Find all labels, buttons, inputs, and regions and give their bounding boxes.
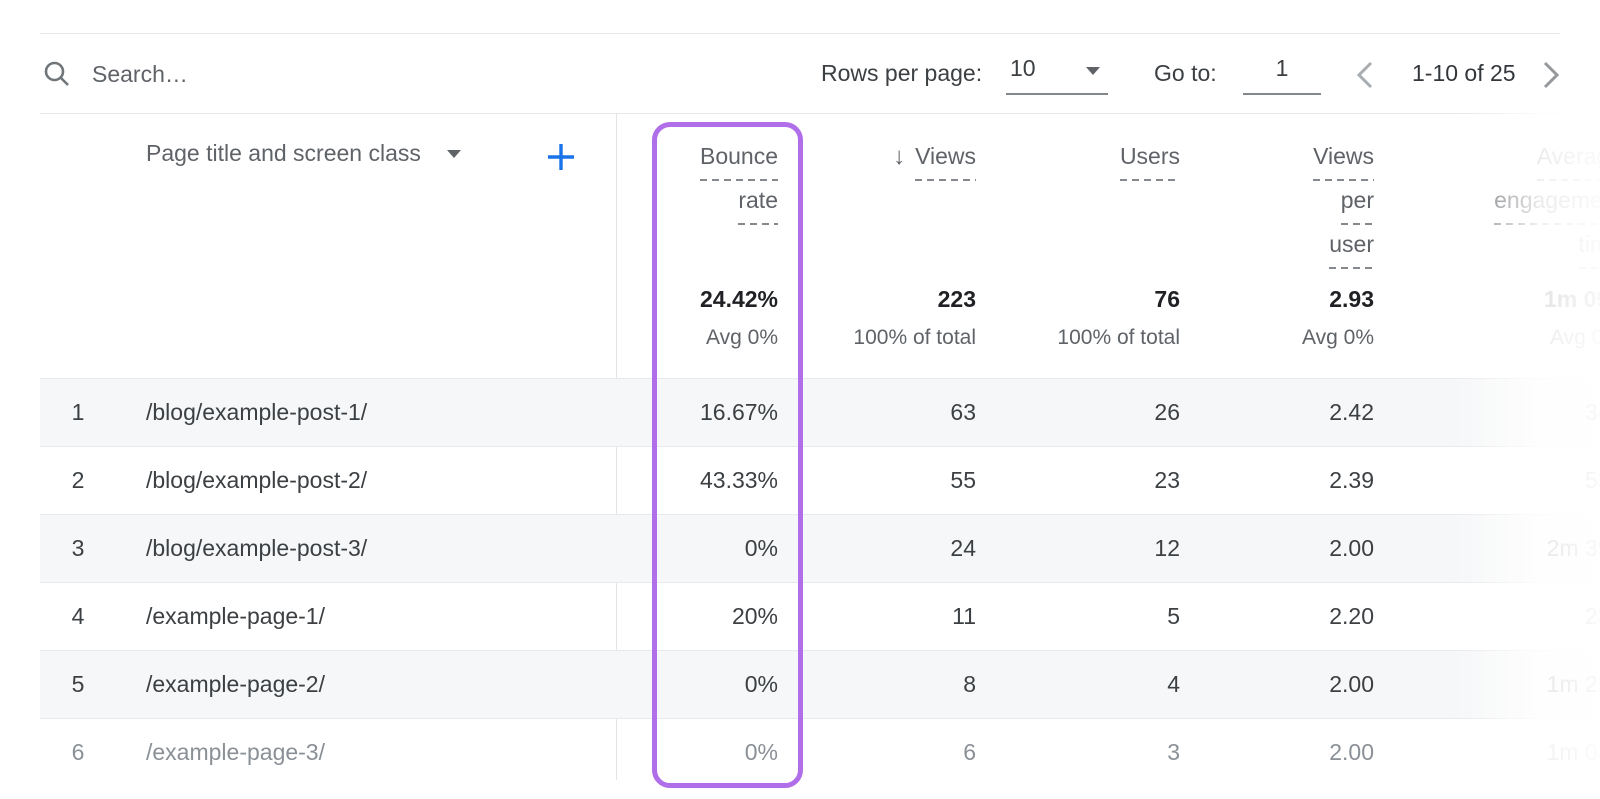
- avg-engagement-value: 1m 04s: [1546, 739, 1600, 765]
- views-per-user-value: 2.42: [1329, 399, 1374, 425]
- column-header-views[interactable]: ↓ Views: [736, 137, 976, 181]
- row-number: 4: [71, 603, 85, 629]
- bounce-rate-value: 0%: [744, 739, 778, 765]
- pagination-range: 1-10 of 25: [1412, 60, 1516, 86]
- table-header-divider: [40, 113, 1560, 114]
- previous-page-button[interactable]: [1352, 58, 1382, 92]
- rows-per-page-value: 10: [1010, 55, 1036, 81]
- table-row: 4 /example-page-1/ 20% 11 5 2.20 23s: [40, 582, 1600, 650]
- row-number: 6: [71, 739, 85, 765]
- views-value: 24: [950, 535, 976, 561]
- rows-per-page-label: Rows per page:: [821, 60, 983, 86]
- views-value: 6: [963, 739, 976, 765]
- bounce-rate-value: 16.67%: [699, 399, 778, 425]
- page-path: /example-page-3/: [146, 739, 325, 765]
- views-per-user-value: 2.00: [1329, 739, 1374, 765]
- views-value: 55: [950, 467, 976, 493]
- next-page-button[interactable]: [1538, 58, 1568, 92]
- views-per-user-value: 2.00: [1329, 671, 1374, 697]
- goto-page-label: Go to:: [1154, 60, 1217, 86]
- search-placeholder: Search…: [92, 60, 188, 87]
- table-row: 3 /blog/example-post-3/ 0% 24 12 2.00 2m…: [40, 514, 1600, 582]
- bounce-rate-value: 0%: [744, 671, 778, 697]
- table-row: 1 /blog/example-post-1/ 16.67% 63 26 2.4…: [40, 378, 1600, 446]
- goto-page-value: 1: [1275, 55, 1289, 81]
- goto-page-input[interactable]: 1: [1243, 50, 1321, 95]
- add-dimension-button[interactable]: [546, 142, 576, 172]
- views-per-user-value: 2.00: [1329, 535, 1374, 561]
- page-path: /example-page-2/: [146, 671, 325, 697]
- dimension-metrics-divider: [616, 114, 617, 780]
- dimension-selector[interactable]: Page title and screen class: [146, 140, 461, 167]
- chevron-right-icon: [1538, 59, 1568, 91]
- page-path: /blog/example-post-1/: [146, 399, 368, 425]
- totals-views: 223 100% of total: [853, 286, 976, 349]
- table-row: 5 /example-page-2/ 0% 8 4 2.00 1m 22s: [40, 650, 1600, 718]
- row-number: 1: [71, 399, 85, 425]
- totals-bounce-rate: 24.42% Avg 0%: [699, 286, 778, 349]
- search-icon: [42, 59, 72, 89]
- search-input[interactable]: Search…: [42, 52, 422, 96]
- dimension-header-label: Page title and screen class: [146, 140, 421, 166]
- column-header-views-per-user[interactable]: Views per user: [1134, 137, 1374, 269]
- row-number: 2: [71, 467, 85, 493]
- users-value: 12: [1154, 535, 1180, 561]
- views-per-user-value: 2.20: [1329, 603, 1374, 629]
- sort-descending-icon: ↓: [893, 143, 906, 170]
- chevron-down-icon: [446, 149, 461, 158]
- users-value: 23: [1154, 467, 1180, 493]
- avg-engagement-value: 2m 39s: [1546, 535, 1600, 561]
- plus-icon: [546, 142, 576, 172]
- views-value: 8: [963, 671, 976, 697]
- views-value: 11: [952, 603, 976, 629]
- row-number: 3: [71, 535, 85, 561]
- rows-per-page-select[interactable]: 10: [1006, 50, 1108, 95]
- bounce-rate-value: 20%: [731, 603, 778, 629]
- avg-engagement-value: 23s: [1584, 603, 1600, 629]
- page-path: /example-page-1/: [146, 603, 325, 629]
- views-per-user-value: 2.39: [1329, 467, 1374, 493]
- users-value: 26: [1154, 399, 1180, 425]
- column-header-average-engagement-time[interactable]: Average engagement time: [1292, 137, 1600, 269]
- table-row: 6 /example-page-3/ 0% 6 3 2.00 1m 04s: [40, 718, 1600, 786]
- chevron-down-icon: [1086, 67, 1100, 75]
- column-header-bounce-rate[interactable]: Bounce rate: [558, 137, 778, 225]
- column-header-users[interactable]: Users: [940, 137, 1180, 181]
- avg-engagement-value: 53s: [1584, 467, 1600, 493]
- row-number: 5: [71, 671, 85, 697]
- avg-engagement-value: 34s: [1584, 399, 1600, 425]
- bounce-rate-value: 0%: [744, 535, 778, 561]
- users-value: 3: [1167, 739, 1180, 765]
- page-path: /blog/example-post-3/: [146, 535, 368, 561]
- views-value: 63: [950, 399, 976, 425]
- page-path: /blog/example-post-2/: [146, 467, 368, 493]
- totals-average-engagement-time: 1m 09s Avg 0%: [1543, 286, 1600, 349]
- table-row: 2 /blog/example-post-2/ 43.33% 55 23 2.3…: [40, 446, 1600, 514]
- toolbar-top-divider: [40, 33, 1560, 34]
- totals-views-per-user: 2.93 Avg 0%: [1302, 286, 1374, 349]
- totals-users: 76 100% of total: [1057, 286, 1180, 349]
- table-body: 1 /blog/example-post-1/ 16.67% 63 26 2.4…: [40, 378, 1600, 786]
- avg-engagement-value: 1m 22s: [1546, 671, 1600, 697]
- chevron-left-icon: [1352, 59, 1382, 91]
- users-value: 5: [1167, 603, 1180, 629]
- bounce-rate-value: 43.33%: [699, 467, 778, 493]
- users-value: 4: [1167, 671, 1180, 697]
